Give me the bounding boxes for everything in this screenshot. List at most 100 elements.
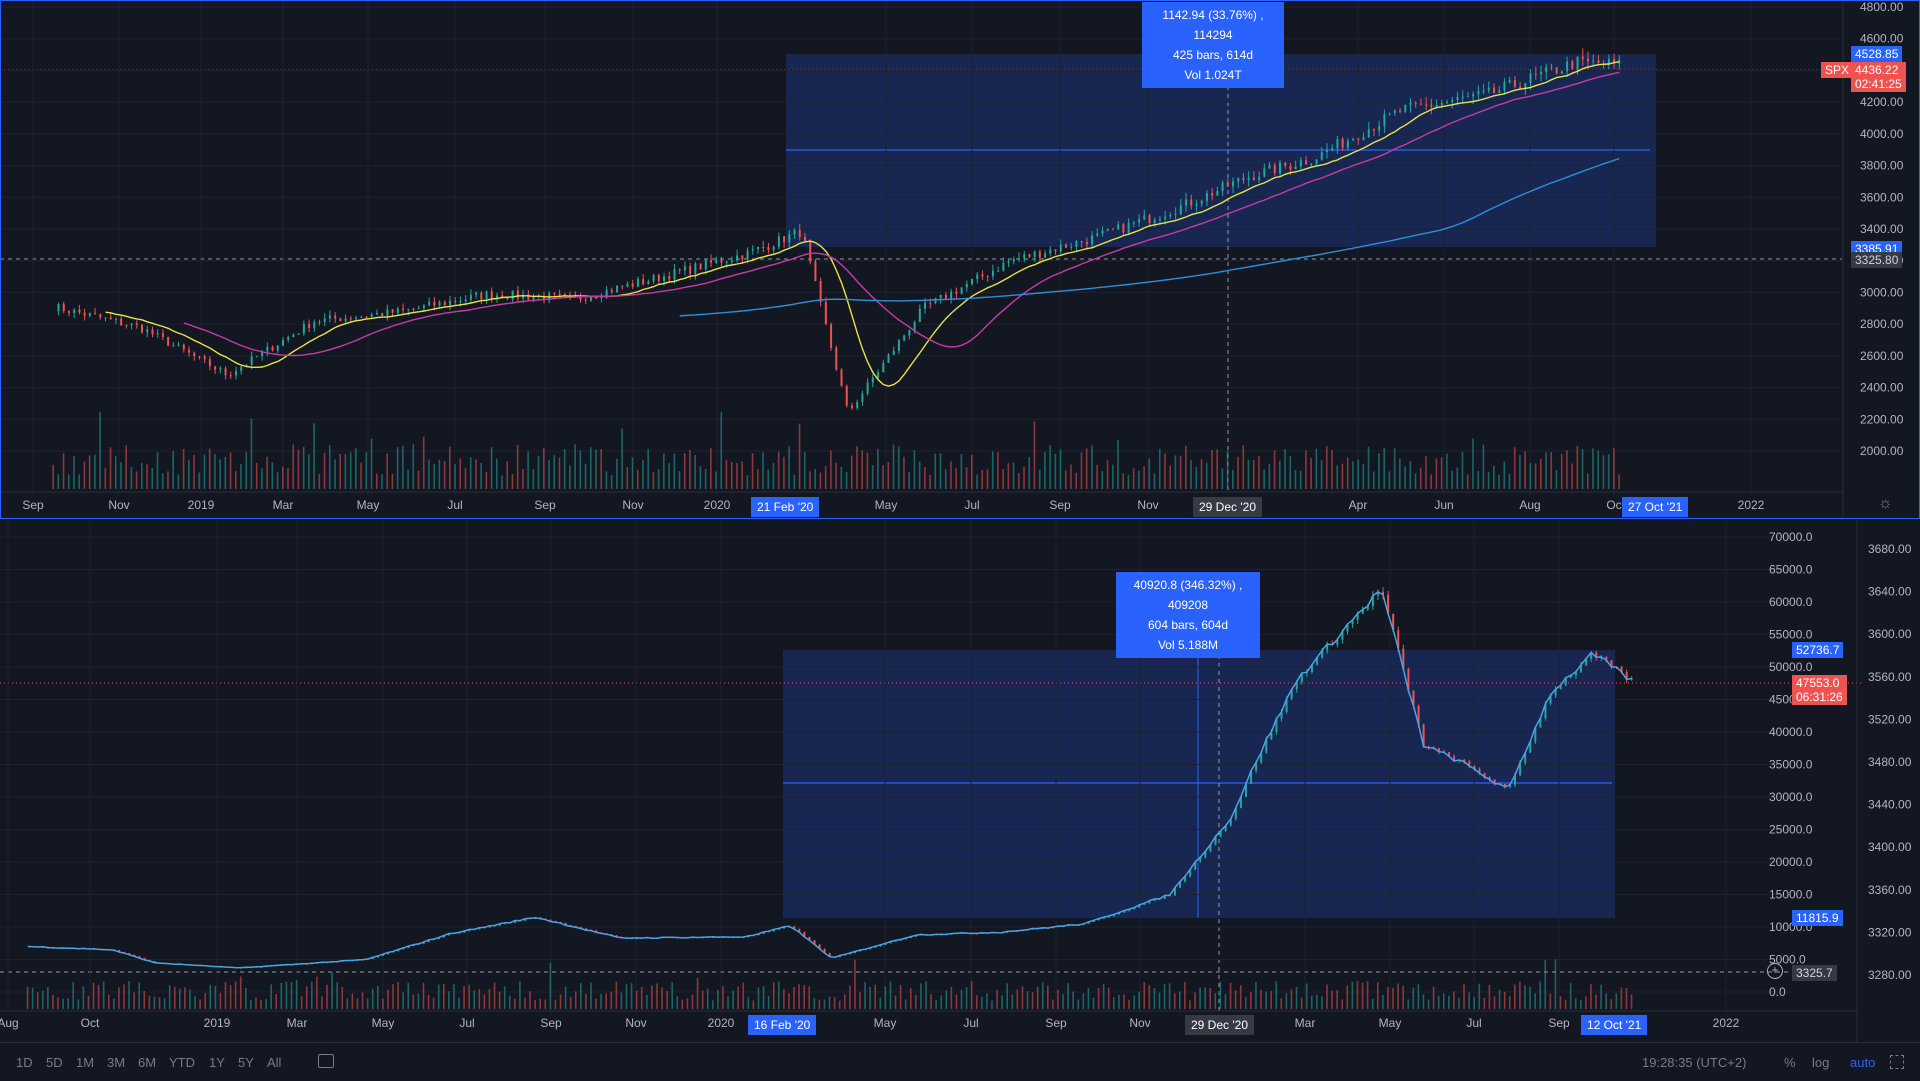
candle-body bbox=[1320, 152, 1323, 160]
range-1d-button[interactable]: 1D bbox=[16, 1055, 33, 1070]
volume-bar bbox=[762, 452, 764, 489]
volume-bar bbox=[971, 454, 973, 489]
volume-bar bbox=[970, 981, 973, 1009]
volume-bar bbox=[955, 468, 957, 489]
volume-bar bbox=[1524, 985, 1526, 1009]
candle-body bbox=[1299, 160, 1302, 167]
volume-bar bbox=[1117, 439, 1119, 489]
settings-gear-icon[interactable]: ☼ bbox=[1878, 495, 1893, 512]
spx-chart-pane[interactable]: 4800.004600.004400.004200.004000.003800.… bbox=[0, 0, 1920, 519]
add-alert-icon[interactable]: + bbox=[1767, 963, 1783, 979]
range-1y-button[interactable]: 1Y bbox=[209, 1055, 225, 1070]
volume-bar bbox=[1366, 981, 1369, 1009]
volume-bar bbox=[168, 985, 171, 1009]
candle-body bbox=[1534, 727, 1537, 742]
time-tick-label: Nov bbox=[108, 498, 129, 512]
time-tick-label: 2020 bbox=[708, 1016, 735, 1030]
volume-bar bbox=[1560, 454, 1563, 489]
volume-bar bbox=[798, 423, 801, 489]
range-all-button[interactable]: All bbox=[267, 1055, 282, 1070]
time-tick-label: Sep bbox=[534, 498, 556, 512]
volume-bar bbox=[203, 454, 206, 489]
candle-body bbox=[1493, 779, 1496, 784]
candle-body bbox=[1258, 176, 1261, 181]
candle-body bbox=[1402, 648, 1405, 669]
percent-toggle[interactable]: % bbox=[1784, 1055, 1796, 1070]
volume-bar bbox=[1011, 994, 1014, 1009]
candle-body bbox=[1388, 113, 1391, 115]
volume-bar bbox=[1539, 981, 1541, 1009]
candle-body bbox=[219, 368, 222, 370]
volume-bar bbox=[1620, 987, 1623, 1009]
log-toggle[interactable]: log bbox=[1812, 1055, 1830, 1070]
range-6m-button[interactable]: 6M bbox=[138, 1055, 157, 1070]
candle-body bbox=[1237, 177, 1240, 182]
candle-body bbox=[918, 308, 921, 323]
candle-body bbox=[1214, 836, 1217, 845]
candle-body bbox=[229, 375, 232, 377]
candle-body bbox=[823, 948, 826, 954]
date-range-icon[interactable] bbox=[318, 1054, 334, 1068]
volume-bar bbox=[840, 466, 843, 489]
volume-bar bbox=[522, 468, 524, 489]
candle-body bbox=[396, 308, 399, 313]
range-ytd-button[interactable]: YTD bbox=[169, 1055, 195, 1070]
volume-bar bbox=[1446, 453, 1448, 489]
volume-bar bbox=[214, 453, 216, 489]
volume-bar bbox=[1529, 462, 1532, 489]
volume-bar bbox=[1376, 982, 1379, 1009]
volume-bar bbox=[331, 972, 333, 1009]
volume-bar bbox=[123, 984, 125, 1009]
candle-body bbox=[1300, 673, 1303, 682]
volume-bar bbox=[386, 453, 388, 489]
volume-bar bbox=[585, 993, 587, 1009]
volume-bar bbox=[656, 983, 658, 1009]
clock-time[interactable]: 19:28:35 (UTC+2) bbox=[1642, 1055, 1747, 1070]
candle-body bbox=[1326, 643, 1329, 651]
volume-bar bbox=[590, 982, 592, 1009]
candle-body bbox=[360, 316, 363, 318]
symbol-label: SPX bbox=[1821, 62, 1854, 78]
time-tick-label: May bbox=[874, 1016, 897, 1030]
volume-bar bbox=[1064, 470, 1067, 489]
volume-bar bbox=[229, 985, 232, 1009]
candle-body bbox=[1096, 233, 1099, 236]
candle-body bbox=[683, 266, 686, 271]
countdown-value: 06:31:26 bbox=[1796, 690, 1843, 704]
volume-bar bbox=[1189, 1000, 1191, 1009]
volume-bar bbox=[514, 998, 516, 1009]
candle-body bbox=[240, 366, 243, 372]
volume-bar bbox=[77, 999, 80, 1009]
volume-bar bbox=[595, 449, 597, 489]
time-tick-label: Jul bbox=[1466, 1016, 1481, 1030]
volume-bar bbox=[997, 451, 999, 489]
range-1m-button[interactable]: 1M bbox=[76, 1055, 95, 1070]
volume-bar bbox=[640, 986, 643, 1009]
volume-bar bbox=[727, 996, 729, 1009]
fullscreen-icon[interactable] bbox=[1890, 1055, 1904, 1069]
volume-bar bbox=[1569, 983, 1572, 1009]
volume-bar bbox=[1602, 455, 1605, 489]
range-5y-button[interactable]: 5Y bbox=[238, 1055, 254, 1070]
auto-toggle[interactable]: auto bbox=[1850, 1055, 1876, 1070]
spx-chart-svg[interactable]: 4800.004600.004400.004200.004000.003800.… bbox=[0, 0, 1920, 519]
volume-bar bbox=[1275, 981, 1278, 1009]
volume-bar bbox=[835, 462, 837, 489]
volume-bar bbox=[909, 988, 912, 1009]
volume-bar bbox=[360, 462, 362, 489]
range-5d-button[interactable]: 5D bbox=[46, 1055, 63, 1070]
range-3m-button[interactable]: 3M bbox=[107, 1055, 126, 1070]
volume-bar bbox=[689, 449, 691, 489]
range-high-label: 4528.85 bbox=[1851, 46, 1903, 62]
crypto-chart-svg[interactable]: 3680.00 3640.00 3600.00 3560.00 3520.00 3480.… bbox=[0, 521, 1920, 1042]
candle-body bbox=[1023, 254, 1026, 259]
crypto-chart-pane[interactable]: 3680.00 3640.00 3600.00 3560.00 3520.00 3480.… bbox=[0, 521, 1920, 1042]
volume-bar bbox=[1571, 463, 1573, 489]
volume-bar bbox=[1007, 463, 1010, 489]
volume-bar bbox=[57, 997, 59, 1009]
time-tick-label: May bbox=[875, 498, 898, 512]
time-tick-label: Mar bbox=[273, 498, 294, 512]
candle-body bbox=[1279, 162, 1281, 174]
candle-body bbox=[1540, 71, 1542, 75]
candle-body bbox=[903, 335, 906, 341]
